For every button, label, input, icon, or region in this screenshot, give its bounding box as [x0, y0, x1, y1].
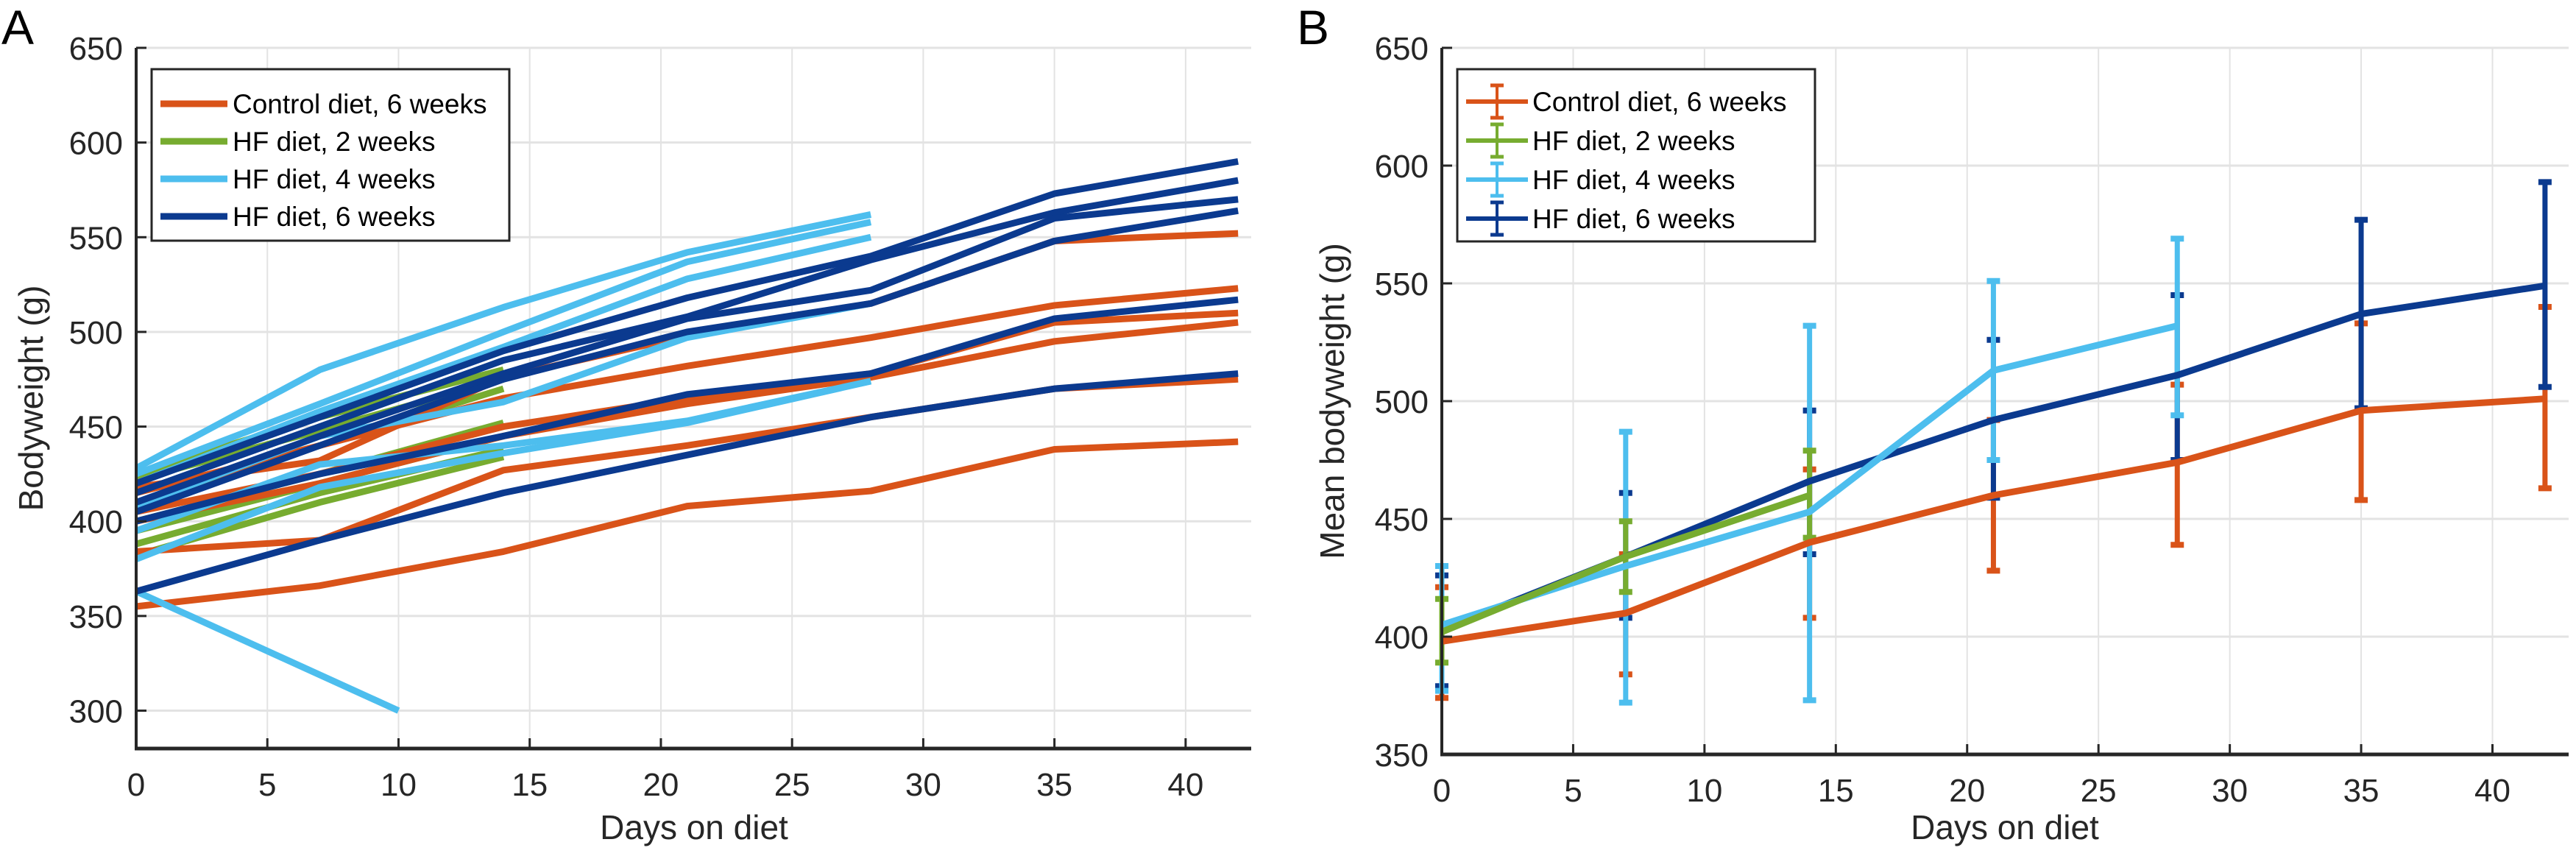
panel-a-axes [135, 46, 1251, 751]
series-line-control-diet-6-weeks [135, 438, 1239, 610]
legend-label: HF diet, 2 weeks [1532, 126, 1735, 156]
x-tick-label: 30 [905, 767, 941, 803]
series-line-hf-diet-6-weeks [135, 207, 1239, 515]
y-tick-label: 300 [69, 694, 123, 730]
mean-line-control-diet-6-weeks [1441, 395, 2546, 645]
y-tick-label: 600 [69, 126, 123, 162]
legend-label: HF diet, 4 weeks [1532, 165, 1735, 195]
panel-a-legend: Control diet, 6 weeks HF diet, 2 weeks HF … [150, 68, 511, 242]
legend-item: HF diet, 6 weeks [160, 202, 436, 232]
panel-a-tick-labels: 0 5 10 15 20 25 30 35 40 300 350 400 450 500 550 600 650 [69, 31, 1204, 803]
x-tick-label: 15 [1818, 773, 1854, 809]
legend-label: HF diet, 6 weeks [1532, 204, 1735, 234]
series-line-hf-diet-6-weeks [135, 296, 1239, 525]
x-tick-label: 25 [2081, 773, 2117, 809]
y-tick-label: 350 [1375, 737, 1429, 774]
legend-item: Control diet, 6 weeks [1466, 83, 1787, 120]
series-line-hf-diet-6-weeks [135, 196, 1239, 506]
legend-item: HF diet, 4 weeks [1466, 161, 1735, 198]
x-tick-label: 20 [643, 767, 679, 803]
legend-label: Control diet, 6 weeks [233, 89, 487, 119]
panel-b-x-axis-title: Days on diet [1911, 808, 2099, 846]
x-tick-label: 35 [2343, 773, 2379, 809]
panel-a: A 0 5 10 15 20 25 30 35 40 300 350 400 450 500 550 600 6… [1, 0, 1251, 846]
x-tick-label: 0 [1433, 773, 1451, 809]
y-tick-label: 650 [1375, 31, 1429, 67]
mean-line-hf-diet-2-weeks [1440, 492, 1811, 635]
panel-b-lines [1435, 179, 2552, 706]
mean-line-hf-diet-4-weeks [1440, 322, 2179, 629]
panel-a-label: A [1, 0, 34, 54]
series-line-hf-diet-6-weeks [135, 158, 1239, 487]
x-tick-label: 25 [774, 767, 810, 803]
panel-a-lines [134, 158, 1239, 714]
legend-label: HF diet, 6 weeks [233, 202, 436, 232]
x-tick-label: 5 [1564, 773, 1582, 809]
x-tick-label: 0 [127, 767, 145, 803]
legend-label: HF diet, 2 weeks [233, 127, 436, 157]
x-tick-label: 5 [258, 767, 276, 803]
legend-item: HF diet, 2 weeks [1466, 122, 1735, 159]
x-tick-label: 40 [2474, 773, 2510, 809]
panel-b-axes [1440, 46, 2569, 757]
x-tick-label: 35 [1036, 767, 1072, 803]
legend-item: HF diet, 6 weeks [1466, 200, 1735, 237]
x-tick-label: 15 [512, 767, 548, 803]
series-line-hf-diet-4-weeks [135, 233, 872, 487]
series-line-control-diet-6-weeks [135, 319, 1239, 525]
panel-b-y-axis-title: Mean bodyweight (g) [1313, 243, 1351, 559]
panel-b-legend: Control diet, 6 weeks HF diet, 2 weeks HF … [1456, 68, 1816, 243]
legend-item: Control diet, 6 weeks [160, 89, 487, 119]
x-tick-label: 30 [2212, 773, 2248, 809]
x-tick-label: 20 [1949, 773, 1985, 809]
legend-item: HF diet, 2 weeks [160, 127, 436, 157]
legend-label: HF diet, 4 weeks [233, 164, 436, 194]
series-line-hf-diet-4-weeks [134, 211, 872, 472]
x-tick-label: 40 [1167, 767, 1203, 803]
y-tick-label: 350 [69, 599, 123, 635]
y-tick-label: 400 [69, 504, 123, 540]
legend-item: HF diet, 4 weeks [160, 164, 436, 194]
series-line-hf-diet-6-weeks [135, 370, 1239, 595]
y-tick-label: 550 [69, 220, 123, 256]
x-tick-label: 10 [1686, 773, 1722, 809]
y-tick-label: 400 [1375, 620, 1429, 656]
panel-b: B 0 5 10 15 20 25 30 35 40350400450500550600650 … [1297, 0, 2569, 846]
y-tick-label: 450 [1375, 502, 1429, 538]
panel-b-tick-labels: 0 5 10 15 20 25 30 35 40 350 400 450 500 550 600 650 [1375, 31, 2510, 809]
y-tick-label: 500 [69, 315, 123, 351]
panel-a-y-axis-title: Bodyweight (g) [12, 286, 50, 512]
y-tick-label: 450 [69, 410, 123, 446]
series-line-hf-diet-4-weeks [135, 378, 872, 562]
x-tick-label: 10 [381, 767, 417, 803]
legend-box [1456, 68, 1816, 243]
legend-box [150, 68, 511, 242]
y-tick-label: 600 [1375, 149, 1429, 185]
series-line-hf-diet-4-weeks [135, 588, 400, 714]
series-line-hf-diet-4-weeks [135, 219, 872, 478]
y-tick-label: 650 [69, 31, 123, 67]
y-tick-label: 500 [1375, 384, 1429, 420]
panel-b-label: B [1297, 0, 1329, 54]
legend-label: Control diet, 6 weeks [1532, 87, 1787, 117]
y-tick-label: 550 [1375, 266, 1429, 303]
panel-a-x-axis-title: Days on diet [600, 808, 788, 846]
